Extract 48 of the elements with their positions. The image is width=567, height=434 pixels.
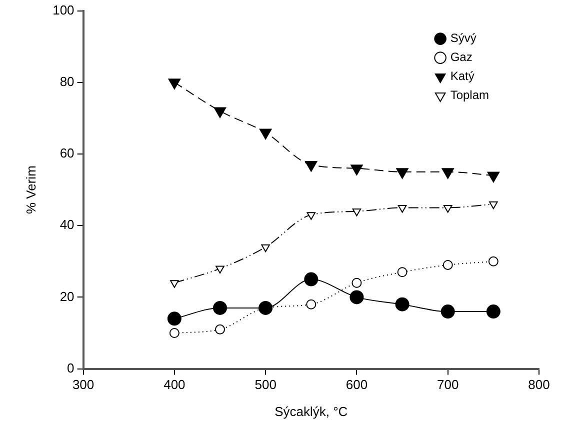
x-tick-label: 600 <box>346 377 368 392</box>
point <box>488 256 498 266</box>
point <box>168 78 181 90</box>
y-axis-title: % Verim <box>23 166 38 214</box>
point <box>442 168 454 179</box>
point <box>305 160 318 172</box>
point <box>350 290 364 304</box>
point <box>169 328 180 338</box>
y-tick-label: 0 <box>67 360 74 376</box>
y-tick-label: 80 <box>60 74 74 89</box>
point <box>215 324 226 334</box>
point <box>214 107 226 118</box>
point <box>395 297 410 312</box>
point <box>397 267 408 278</box>
point <box>443 204 452 213</box>
point <box>487 172 500 182</box>
x-tick-label: 300 <box>72 377 94 392</box>
point <box>489 201 498 210</box>
x-axis-title: Sýcaklýk, °C <box>274 404 348 419</box>
legend-label: Sývý <box>450 31 476 46</box>
y-tick-label: 60 <box>60 146 74 161</box>
y-tick-label: 40 <box>60 217 74 232</box>
x-tick-label: 400 <box>164 377 186 392</box>
x-tick-label: 700 <box>437 377 459 392</box>
point <box>486 304 500 319</box>
point <box>167 312 182 326</box>
point <box>259 128 272 140</box>
point <box>304 272 318 286</box>
point <box>352 208 362 216</box>
legend-label: Katý <box>450 69 474 84</box>
point <box>306 212 316 220</box>
x-tick-label: 800 <box>528 377 550 392</box>
point <box>306 299 316 310</box>
point <box>398 204 407 213</box>
legend-label: Toplam <box>450 88 490 102</box>
point <box>352 278 362 288</box>
point <box>442 260 453 270</box>
point <box>213 300 228 315</box>
point <box>216 266 224 274</box>
point <box>261 244 270 252</box>
point <box>170 280 179 288</box>
point <box>440 304 455 319</box>
point <box>396 168 408 179</box>
legend-label: Gaz <box>450 50 472 64</box>
point <box>350 164 363 176</box>
x-tick-label: 500 <box>254 377 276 392</box>
y-tick-label: 100 <box>52 2 74 18</box>
y-tick-label: 20 <box>60 288 74 304</box>
